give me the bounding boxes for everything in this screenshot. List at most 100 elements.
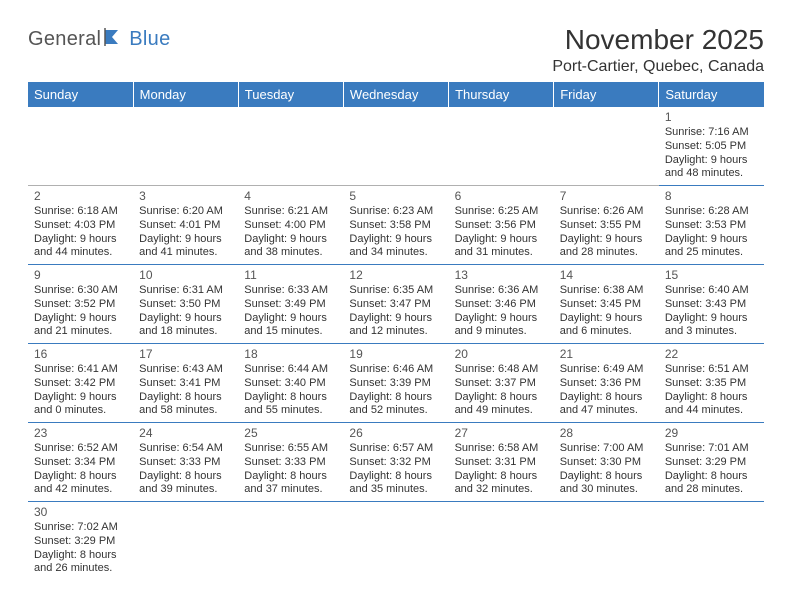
daylight-text: Daylight: 8 hours	[139, 470, 232, 484]
logo-text-blue: Blue	[129, 28, 170, 51]
sunrise-text: Sunrise: 7:02 AM	[34, 521, 127, 535]
calendar-cell	[449, 502, 554, 581]
sunset-text: Sunset: 3:45 PM	[560, 298, 653, 312]
calendar-cell: 27Sunrise: 6:58 AMSunset: 3:31 PMDayligh…	[449, 423, 554, 502]
daylight-text: Daylight: 9 hours	[560, 233, 653, 247]
day-number: 29	[665, 426, 758, 441]
sunset-text: Sunset: 3:36 PM	[560, 377, 653, 391]
day-number: 15	[665, 268, 758, 283]
calendar-row: 23Sunrise: 6:52 AMSunset: 3:34 PMDayligh…	[28, 423, 764, 502]
daylight-text: and 21 minutes.	[34, 325, 127, 339]
sunrise-text: Sunrise: 6:40 AM	[665, 284, 758, 298]
sunrise-text: Sunrise: 7:01 AM	[665, 442, 758, 456]
sunrise-text: Sunrise: 6:23 AM	[349, 205, 442, 219]
sunset-text: Sunset: 3:35 PM	[665, 377, 758, 391]
day-number: 3	[139, 189, 232, 204]
daylight-text: and 15 minutes.	[244, 325, 337, 339]
daylight-text: Daylight: 9 hours	[244, 233, 337, 247]
sunset-text: Sunset: 3:50 PM	[139, 298, 232, 312]
daylight-text: and 32 minutes.	[455, 483, 548, 497]
calendar-cell: 11Sunrise: 6:33 AMSunset: 3:49 PMDayligh…	[238, 265, 343, 344]
dow-monday: Monday	[133, 82, 238, 107]
calendar-cell: 2Sunrise: 6:18 AMSunset: 4:03 PMDaylight…	[28, 186, 133, 265]
sunrise-text: Sunrise: 6:30 AM	[34, 284, 127, 298]
day-number: 28	[560, 426, 653, 441]
calendar-table: Sunday Monday Tuesday Wednesday Thursday…	[28, 82, 764, 580]
daylight-text: and 12 minutes.	[349, 325, 442, 339]
sunrise-text: Sunrise: 6:54 AM	[139, 442, 232, 456]
sunrise-text: Sunrise: 6:38 AM	[560, 284, 653, 298]
calendar-cell	[238, 107, 343, 186]
day-number: 27	[455, 426, 548, 441]
daylight-text: Daylight: 9 hours	[455, 312, 548, 326]
sunset-text: Sunset: 3:56 PM	[455, 219, 548, 233]
day-number: 12	[349, 268, 442, 283]
logo: General Blue	[28, 28, 171, 51]
daylight-text: and 41 minutes.	[139, 246, 232, 260]
calendar-cell: 4Sunrise: 6:21 AMSunset: 4:00 PMDaylight…	[238, 186, 343, 265]
header: General Blue November 2025 Port-Cartier,…	[28, 24, 764, 76]
calendar-cell: 12Sunrise: 6:35 AMSunset: 3:47 PMDayligh…	[343, 265, 448, 344]
daylight-text: and 49 minutes.	[455, 404, 548, 418]
calendar-cell: 17Sunrise: 6:43 AMSunset: 3:41 PMDayligh…	[133, 344, 238, 423]
dow-tuesday: Tuesday	[238, 82, 343, 107]
sunrise-text: Sunrise: 6:35 AM	[349, 284, 442, 298]
calendar-cell: 22Sunrise: 6:51 AMSunset: 3:35 PMDayligh…	[659, 344, 764, 423]
calendar-cell	[343, 502, 448, 581]
daylight-text: Daylight: 8 hours	[560, 470, 653, 484]
day-number: 1	[665, 110, 758, 125]
daylight-text: and 26 minutes.	[34, 562, 127, 576]
calendar-cell: 24Sunrise: 6:54 AMSunset: 3:33 PMDayligh…	[133, 423, 238, 502]
daylight-text: Daylight: 9 hours	[349, 233, 442, 247]
sunset-text: Sunset: 3:53 PM	[665, 219, 758, 233]
day-number: 13	[455, 268, 548, 283]
flag-icon	[104, 28, 126, 51]
daylight-text: Daylight: 8 hours	[665, 391, 758, 405]
dow-thursday: Thursday	[449, 82, 554, 107]
daylight-text: and 38 minutes.	[244, 246, 337, 260]
month-title: November 2025	[552, 24, 764, 56]
sunrise-text: Sunrise: 6:58 AM	[455, 442, 548, 456]
sunset-text: Sunset: 3:29 PM	[665, 456, 758, 470]
day-number: 9	[34, 268, 127, 283]
sunset-text: Sunset: 3:33 PM	[139, 456, 232, 470]
dow-saturday: Saturday	[659, 82, 764, 107]
day-number: 6	[455, 189, 548, 204]
calendar-header-row: Sunday Monday Tuesday Wednesday Thursday…	[28, 82, 764, 107]
calendar-cell: 9Sunrise: 6:30 AMSunset: 3:52 PMDaylight…	[28, 265, 133, 344]
sunrise-text: Sunrise: 6:26 AM	[560, 205, 653, 219]
sunrise-text: Sunrise: 6:41 AM	[34, 363, 127, 377]
title-block: November 2025 Port-Cartier, Quebec, Cana…	[552, 24, 764, 76]
calendar-cell	[449, 107, 554, 186]
sunrise-text: Sunrise: 6:44 AM	[244, 363, 337, 377]
calendar-cell: 14Sunrise: 6:38 AMSunset: 3:45 PMDayligh…	[554, 265, 659, 344]
calendar-cell: 7Sunrise: 6:26 AMSunset: 3:55 PMDaylight…	[554, 186, 659, 265]
calendar-cell	[238, 502, 343, 581]
sunset-text: Sunset: 3:29 PM	[34, 535, 127, 549]
sunset-text: Sunset: 3:41 PM	[139, 377, 232, 391]
daylight-text: and 28 minutes.	[665, 483, 758, 497]
day-number: 11	[244, 268, 337, 283]
daylight-text: Daylight: 8 hours	[455, 391, 548, 405]
calendar-cell	[343, 107, 448, 186]
daylight-text: Daylight: 8 hours	[139, 391, 232, 405]
sunrise-text: Sunrise: 6:52 AM	[34, 442, 127, 456]
day-number: 24	[139, 426, 232, 441]
daylight-text: Daylight: 8 hours	[34, 470, 127, 484]
daylight-text: and 34 minutes.	[349, 246, 442, 260]
daylight-text: and 47 minutes.	[560, 404, 653, 418]
sunrise-text: Sunrise: 6:48 AM	[455, 363, 548, 377]
day-number: 16	[34, 347, 127, 362]
daylight-text: Daylight: 8 hours	[560, 391, 653, 405]
daylight-text: Daylight: 8 hours	[349, 391, 442, 405]
sunset-text: Sunset: 4:00 PM	[244, 219, 337, 233]
sunset-text: Sunset: 3:46 PM	[455, 298, 548, 312]
calendar-cell: 8Sunrise: 6:28 AMSunset: 3:53 PMDaylight…	[659, 186, 764, 265]
day-number: 2	[34, 189, 127, 204]
calendar-cell: 13Sunrise: 6:36 AMSunset: 3:46 PMDayligh…	[449, 265, 554, 344]
sunset-text: Sunset: 3:42 PM	[34, 377, 127, 391]
sunset-text: Sunset: 3:30 PM	[560, 456, 653, 470]
day-number: 30	[34, 505, 127, 520]
day-number: 21	[560, 347, 653, 362]
calendar-cell: 21Sunrise: 6:49 AMSunset: 3:36 PMDayligh…	[554, 344, 659, 423]
